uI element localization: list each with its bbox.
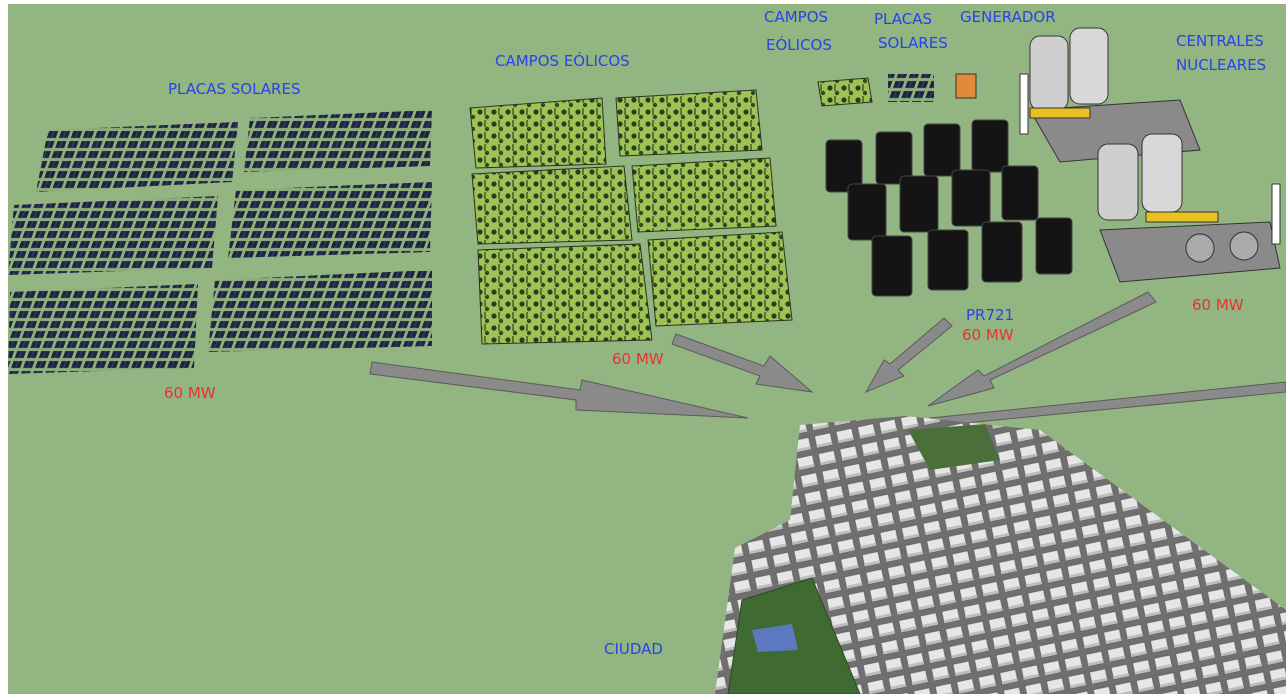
label: CAMPOS [764, 8, 828, 26]
park [908, 424, 1000, 470]
label: GENERADOR [960, 8, 1056, 26]
output-label: 60 MW [612, 350, 664, 368]
label: CIUDAD [604, 640, 663, 658]
label: PR721 [966, 306, 1014, 324]
output-label: 60 MW [1192, 296, 1244, 314]
label: CAMPOS EÓLICOS [495, 51, 630, 70]
label: SOLARES [878, 34, 948, 52]
label: PLACAS SOLARES [168, 80, 300, 98]
arrows [369, 291, 1286, 427]
city [715, 416, 1286, 694]
output-label: 60 MW [164, 384, 216, 402]
label: NUCLEARES [1176, 56, 1266, 74]
solar-fields [8, 110, 432, 374]
label: PLACAS [874, 10, 932, 28]
label: EÓLICOS [766, 35, 832, 54]
nuclear-plants [1019, 27, 1281, 283]
label: CENTRALES [1176, 32, 1264, 50]
output-label: 60 MW [962, 326, 1014, 344]
pond [752, 624, 798, 652]
generator [955, 73, 977, 99]
wind-fields [469, 77, 873, 345]
small-solar [888, 74, 934, 102]
generator-units [825, 119, 1073, 297]
